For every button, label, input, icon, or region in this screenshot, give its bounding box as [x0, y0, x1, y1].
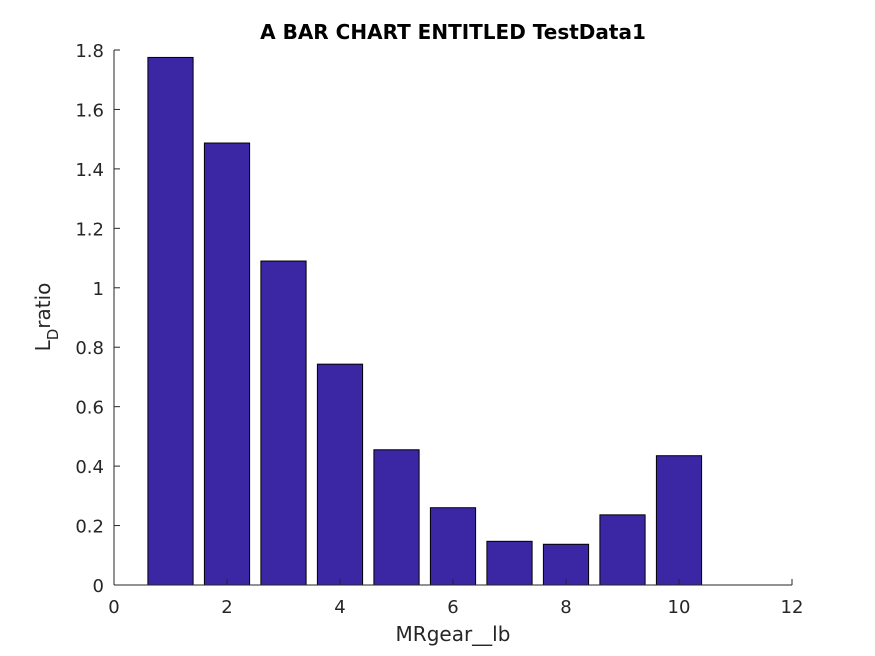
- y-axis-label-suffix: ratio: [31, 283, 55, 329]
- y-tick-label: 0: [93, 576, 104, 597]
- x-tick-label: 10: [668, 597, 691, 618]
- bar-6: [429, 507, 477, 586]
- x-tick-label: 0: [108, 597, 119, 618]
- y-tick-label: 0.8: [75, 338, 104, 359]
- y-tick-label: 1.4: [75, 160, 104, 181]
- bar-7: [486, 540, 533, 586]
- bar-5: [373, 449, 420, 586]
- y-tick-label: 1.6: [75, 100, 104, 121]
- y-tick-label: 0.2: [75, 517, 104, 538]
- x-ticks-group: 0 2 4 6 8 10 12: [108, 579, 803, 618]
- bar-4: [316, 363, 364, 586]
- y-tick-label: 0.4: [75, 457, 104, 478]
- bar-8: [542, 543, 590, 586]
- y-tick-label: 1.8: [75, 41, 104, 62]
- bar-9: [599, 514, 646, 586]
- bar-2: [203, 142, 251, 586]
- y-axis-label-subscript: D: [44, 329, 62, 341]
- x-tick-label: 12: [781, 597, 804, 618]
- y-tick-label: 0.6: [75, 398, 104, 419]
- x-tick-label: 6: [447, 597, 458, 618]
- y-tick-label: 1: [93, 279, 104, 300]
- x-axis-label: MRgear__lb: [396, 622, 511, 646]
- y-axis-label-main: L: [31, 339, 55, 351]
- bar-1: [147, 56, 194, 586]
- x-tick-label: 4: [334, 597, 345, 618]
- x-tick-label: 8: [560, 597, 571, 618]
- y-tick-label: 1.2: [75, 219, 104, 240]
- x-tick-label: 2: [221, 597, 232, 618]
- bar-3: [260, 260, 307, 586]
- bar-10: [655, 455, 703, 586]
- chart-title: A BAR CHART ENTITLED TestData1: [260, 20, 646, 44]
- bars-group: [147, 56, 703, 586]
- y-ticks-group: 0 0.2 0.4 0.6 0.8 1 1.2 1.4 1.6 1.8: [75, 41, 120, 597]
- y-axis-label: LDratio: [31, 283, 62, 352]
